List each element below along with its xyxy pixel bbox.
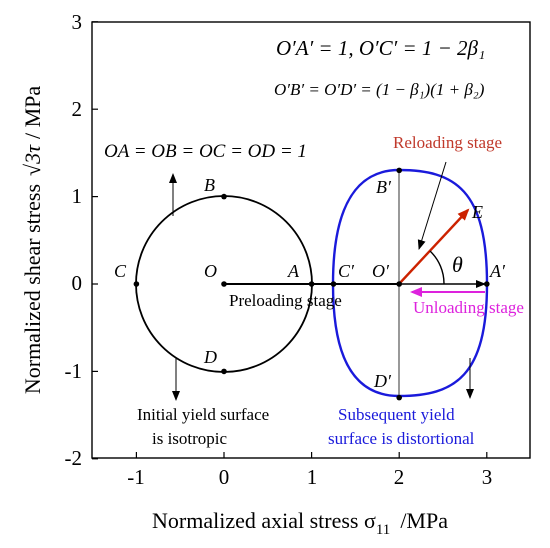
point-labels: O A B C D O′ A′ B′ C′ D′ E θ <box>114 175 506 391</box>
x-axis-title: Normalized axial stress σ11/MPa <box>152 508 448 538</box>
x-tick-label: -1 <box>127 465 145 489</box>
tick-marks <box>92 21 488 460</box>
label-D: D <box>203 347 217 367</box>
y-axis-title: Normalized shear stress√3τ/ MPa <box>20 86 45 395</box>
point-O-prime <box>396 281 403 287</box>
label-O-prime: O′ <box>372 261 390 281</box>
label-E: E <box>471 202 483 222</box>
label-A-prime: A′ <box>489 261 506 281</box>
equation-top: O′A′ = 1, O′C′ = 1 − 2β₁ <box>276 36 485 60</box>
point-B <box>221 193 227 200</box>
label-B: B <box>204 175 215 195</box>
y-tick-label: 3 <box>72 10 83 34</box>
point-D-prime <box>396 394 403 401</box>
x-tick-labels: -1 0 1 2 3 <box>127 465 492 489</box>
equation-middle: O′B′ = O′D′ = (1 − β₁)(1 + β₂) <box>274 80 485 99</box>
subsequent-surface-label-2: surface is distortional <box>328 429 475 448</box>
x-tick-label: 0 <box>219 465 230 489</box>
subsequent-surface-label-1: Subsequent yield <box>338 405 455 424</box>
label-C: C <box>114 261 127 281</box>
y-tick-label: -2 <box>65 446 83 470</box>
y-tick-labels: -2 -1 0 1 2 3 <box>65 10 83 470</box>
x-tick-label: 2 <box>394 465 405 489</box>
y-tick-label: -1 <box>65 359 83 383</box>
x-tick-label: 3 <box>482 465 493 489</box>
initial-surface-label-1: Initial yield surface <box>137 405 269 424</box>
point-D <box>221 368 227 375</box>
reloading-stage-label: Reloading stage <box>393 133 502 152</box>
points <box>133 167 490 401</box>
preloading-stage-label: Preloading stage <box>229 291 342 310</box>
label-B-prime: B′ <box>376 177 392 197</box>
point-B-prime <box>396 167 403 174</box>
point-O <box>221 281 227 287</box>
label-O: O <box>204 261 217 281</box>
label-A: A <box>287 261 300 281</box>
x-tick-label: 1 <box>307 465 318 489</box>
y-tick-label: 1 <box>72 184 83 208</box>
label-D-prime: D′ <box>373 371 392 391</box>
point-A-prime <box>484 281 490 287</box>
point-A <box>308 281 315 287</box>
unloading-stage-label: Unloading stage <box>413 298 524 317</box>
y-tick-label: 2 <box>72 97 83 121</box>
initial-surface-label-2: is isotropic <box>152 429 228 448</box>
point-C-prime <box>330 281 337 287</box>
reloading-arrow <box>398 208 470 285</box>
y-tick-label: 0 <box>72 271 83 295</box>
theta-arc <box>429 250 445 285</box>
label-theta: θ <box>452 252 463 277</box>
reloading-pointer <box>417 161 447 250</box>
point-C <box>133 281 140 287</box>
equation-left: OA = OB = OC = OD = 1 <box>104 141 307 162</box>
label-C-prime: C′ <box>338 261 355 281</box>
